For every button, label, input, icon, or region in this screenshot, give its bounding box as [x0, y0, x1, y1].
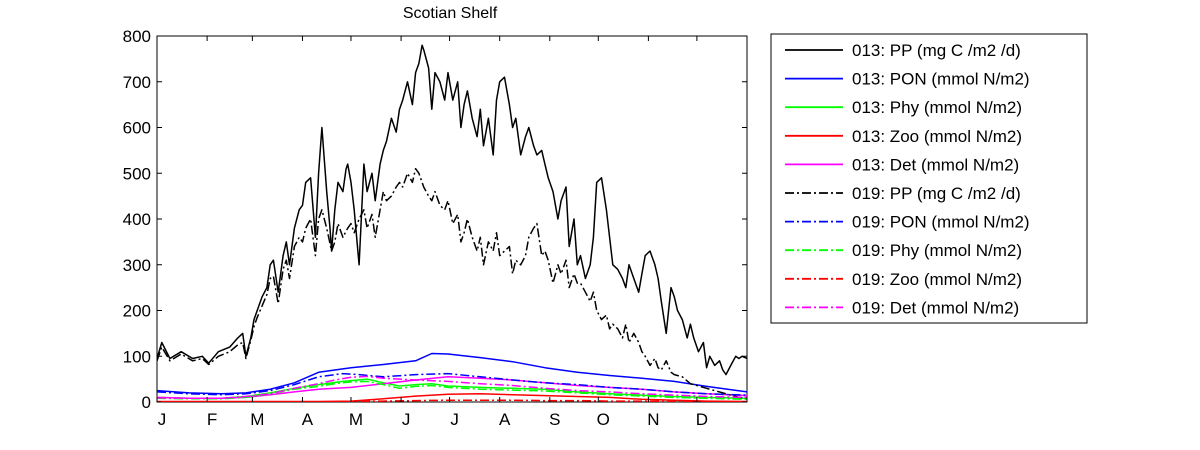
y-tick-label: 500 [123, 164, 151, 183]
legend-box [770, 33, 1088, 324]
x-tick-label: S [549, 410, 560, 429]
x-tick-label: J [402, 410, 411, 429]
series-layer [157, 44, 747, 402]
legend-label-6: 019: PON (mmol N/m2) [852, 213, 1030, 232]
series-line-8 [157, 399, 747, 402]
series-line-6 [157, 372, 747, 396]
legend-label-5: 019: PP (mg C /m2 /d) [852, 184, 1021, 203]
y-tick-label: 800 [123, 27, 151, 46]
y-tick-label: 600 [123, 119, 151, 138]
x-tick-label: A [499, 410, 511, 429]
legend-label-9: 019: Det (mmol N/m2) [852, 298, 1019, 317]
x-tick-label: M [349, 410, 363, 429]
series-line-5 [157, 167, 747, 400]
legend-label-2: 013: Phy (mmol N/m2) [852, 98, 1022, 117]
legend-label-0: 013: PP (mg C /m2 /d) [852, 41, 1021, 60]
legend-label-1: 013: PON (mmol N/m2) [852, 70, 1030, 89]
legend-items: 013: PP (mg C /m2 /d) 013: PON (mmol N/m2… [785, 41, 1030, 317]
series-line-1 [157, 352, 747, 395]
x-tick-label: J [450, 410, 459, 429]
legend-label-7: 019: Phy (mmol N/m2) [852, 241, 1022, 260]
y-axis: 0 100 200 300 400 500 600 700 800 [123, 27, 747, 412]
x-tick-label: D [696, 410, 708, 429]
y-tick-label: 0 [142, 393, 151, 412]
legend: 013: PP (mg C /m2 /d) 013: PON (mmol N/m2… [770, 33, 1088, 324]
legend-label-4: 013: Det (mmol N/m2) [852, 155, 1019, 174]
x-tick-label: A [302, 410, 314, 429]
plot-frame [156, 35, 748, 403]
series-line-9 [157, 375, 747, 400]
y-tick-label: 700 [123, 73, 151, 92]
legend-label-8: 019: Zoo (mmol N/m2) [852, 270, 1022, 289]
y-tick-label: 200 [123, 302, 151, 321]
plot-area: 0 100 200 300 400 500 600 700 800 J F M A M J J A S O N D [123, 27, 748, 429]
series-line-0 [157, 44, 747, 376]
x-tick-label: J [158, 410, 167, 429]
x-tick-label: F [207, 410, 217, 429]
x-tick-label: N [647, 410, 659, 429]
y-tick-label: 300 [123, 256, 151, 275]
chart-title: Scotian Shelf [403, 5, 498, 22]
y-tick-label: 400 [123, 210, 151, 229]
y-tick-label: 100 [123, 347, 151, 366]
x-tick-label: O [597, 410, 610, 429]
x-tick-label: M [250, 410, 264, 429]
legend-label-3: 013: Zoo (mmol N/m2) [852, 127, 1022, 146]
